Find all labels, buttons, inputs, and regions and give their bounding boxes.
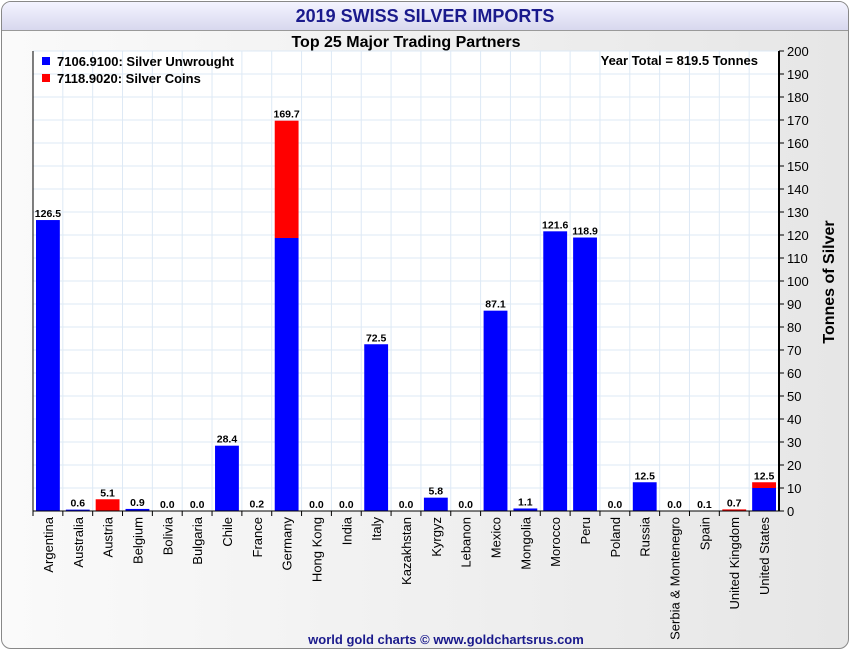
y-tick-label: 40 bbox=[787, 412, 801, 427]
y-tick-label: 200 bbox=[787, 44, 809, 59]
x-tick-label: Mongolia bbox=[518, 516, 533, 570]
x-tick-label: Chile bbox=[220, 517, 235, 547]
data-label: 0.0 bbox=[608, 499, 623, 511]
x-tick-label: Hong Kong bbox=[309, 517, 324, 582]
y-tick-label: 150 bbox=[787, 159, 809, 174]
x-tick-label: Poland bbox=[608, 517, 623, 557]
x-tick-label: Spain bbox=[697, 517, 712, 550]
x-tick-label: Australia bbox=[71, 516, 86, 567]
x-tick-label: Mexico bbox=[489, 517, 504, 558]
bar-segment bbox=[483, 310, 508, 511]
data-label: 0.7 bbox=[727, 497, 742, 509]
y-tick-label: 80 bbox=[787, 320, 801, 335]
data-label: 0.9 bbox=[130, 497, 145, 509]
legend-label: 7106.9100: Silver Unwrought bbox=[57, 54, 235, 69]
data-label: 0.0 bbox=[399, 499, 414, 511]
y-tick-label: 180 bbox=[787, 90, 809, 105]
data-label: 0.0 bbox=[160, 499, 175, 511]
y-tick-label: 140 bbox=[787, 182, 809, 197]
x-tick-label: Morocco bbox=[548, 517, 563, 567]
bar-segment bbox=[95, 499, 120, 511]
chart-subtitle: Top 25 Major Trading Partners bbox=[291, 34, 520, 51]
data-label: 72.5 bbox=[366, 332, 387, 344]
data-label: 169.7 bbox=[273, 109, 299, 121]
y-tick-label: 110 bbox=[787, 251, 808, 266]
x-tick-label: Argentina bbox=[41, 516, 56, 572]
y-tick-label: 120 bbox=[787, 228, 809, 243]
y-tick-label: 50 bbox=[787, 389, 801, 404]
y-tick-label: 20 bbox=[787, 458, 801, 473]
legend-label: 7118.9020: Silver Coins bbox=[57, 71, 201, 86]
bar-segment bbox=[274, 237, 299, 512]
bar-segment bbox=[573, 237, 597, 511]
x-tick-label: Serbia & Montenegro bbox=[668, 517, 683, 640]
y-tick-label: 170 bbox=[787, 113, 809, 128]
y-tick-label: 70 bbox=[787, 343, 801, 358]
y-tick-label: 160 bbox=[787, 136, 809, 151]
data-label: 0.0 bbox=[667, 499, 682, 511]
data-label: 0.2 bbox=[249, 499, 264, 511]
x-tick-label: Bulgaria bbox=[190, 516, 205, 564]
data-label: 0.6 bbox=[70, 498, 85, 510]
data-label: 0.0 bbox=[190, 499, 205, 511]
x-tick-label: Bolivia bbox=[160, 516, 175, 555]
x-tick-label: Belgium bbox=[130, 517, 145, 564]
data-label: 1.1 bbox=[518, 496, 533, 508]
bar-segment bbox=[36, 220, 60, 512]
year-total-annotation: Year Total = 819.5 Tonnes bbox=[601, 53, 758, 68]
x-tick-label: United States bbox=[757, 517, 772, 596]
x-tick-label: Peru bbox=[578, 517, 593, 544]
data-label: 126.5 bbox=[35, 208, 61, 220]
y-axis-title: Tonnes of Silver bbox=[821, 220, 838, 343]
bar-segment bbox=[364, 344, 389, 511]
data-label: 5.1 bbox=[100, 487, 115, 499]
x-tick-label: Germany bbox=[280, 517, 295, 571]
legend-swatch bbox=[42, 74, 50, 82]
bar-segment bbox=[65, 509, 90, 511]
x-tick-label: France bbox=[250, 517, 265, 557]
y-tick-label: 60 bbox=[787, 366, 801, 381]
bar-segment bbox=[215, 445, 239, 511]
chart-title: 2019 SWISS SILVER IMPORTS bbox=[2, 2, 848, 31]
bar-segment bbox=[274, 120, 299, 238]
data-label: 0.0 bbox=[458, 499, 473, 511]
data-label: 0.0 bbox=[339, 499, 354, 511]
bar-segment bbox=[722, 509, 747, 511]
x-tick-label: India bbox=[339, 516, 354, 545]
x-tick-label: Lebanon bbox=[459, 517, 474, 568]
data-label: 28.4 bbox=[217, 434, 238, 446]
y-tick-label: 0 bbox=[787, 504, 794, 519]
bar-segment bbox=[752, 488, 776, 511]
bar-segment bbox=[125, 508, 150, 511]
data-label: 0.0 bbox=[309, 499, 324, 511]
data-label: 5.8 bbox=[429, 486, 444, 498]
x-tick-label: Russia bbox=[638, 516, 653, 557]
y-tick-label: 100 bbox=[787, 274, 809, 289]
x-tick-label: Kazakhstan bbox=[399, 517, 414, 585]
data-label: 12.5 bbox=[754, 470, 775, 482]
bar-segment bbox=[632, 482, 657, 511]
y-tick-label: 10 bbox=[787, 481, 801, 496]
data-label: 118.9 bbox=[572, 226, 598, 238]
data-label: 12.5 bbox=[635, 470, 656, 482]
data-label: 121.6 bbox=[542, 219, 568, 231]
bar-segment bbox=[423, 497, 448, 511]
y-tick-label: 190 bbox=[787, 67, 809, 82]
x-tick-label: United Kingdom bbox=[727, 517, 742, 610]
bar-segment bbox=[752, 482, 776, 488]
data-label: 87.1 bbox=[485, 299, 506, 311]
y-tick-label: 130 bbox=[787, 205, 809, 220]
x-tick-label: Kyrgyz bbox=[429, 517, 444, 557]
y-tick-label: 30 bbox=[787, 435, 801, 450]
y-tick-label: 90 bbox=[787, 297, 801, 312]
footer-credit: world gold charts © www.goldchartsrus.co… bbox=[307, 632, 584, 647]
x-tick-label: Italy bbox=[369, 517, 384, 541]
bar-segment bbox=[513, 508, 538, 511]
x-tick-label: Austria bbox=[101, 516, 116, 557]
bar-segment bbox=[543, 231, 568, 511]
data-label: 0.1 bbox=[697, 499, 712, 511]
legend-swatch bbox=[42, 57, 50, 65]
